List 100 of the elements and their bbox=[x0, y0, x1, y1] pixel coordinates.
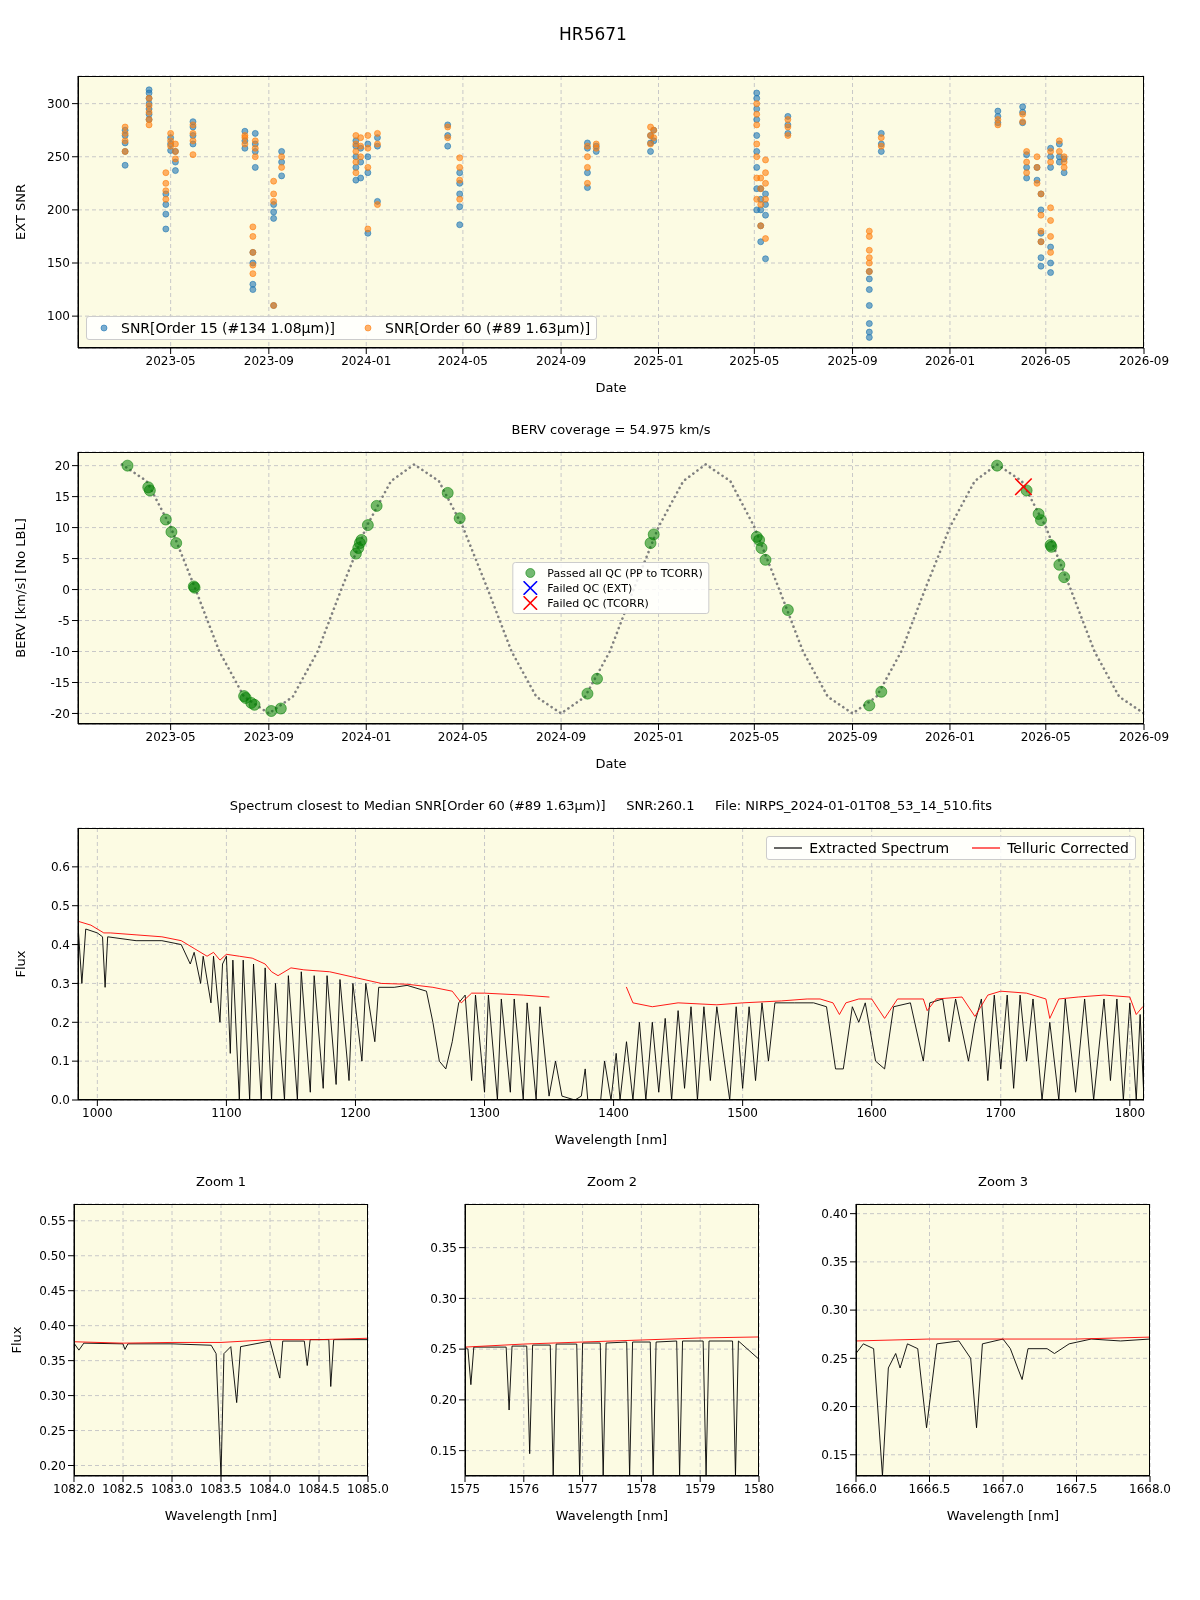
y-tick-label: 0.15 bbox=[430, 1443, 457, 1458]
x-axis-title: Wavelength [nm] bbox=[554, 1132, 668, 1147]
y-tick-label: 200 bbox=[47, 203, 70, 218]
chart-title: HR5671 bbox=[558, 23, 628, 46]
y-tick-label: 150 bbox=[47, 256, 70, 271]
y-tick-label: 10 bbox=[54, 520, 70, 535]
x-tick-label: 2026-05 bbox=[1020, 353, 1071, 368]
x-tick-label: 1082.5 bbox=[102, 1481, 144, 1496]
x-tick-label: 1000 bbox=[82, 1105, 113, 1120]
y-tick-label: 20 bbox=[54, 458, 70, 473]
y-tick-label: 300 bbox=[47, 96, 70, 111]
y-tick-label: 0.30 bbox=[430, 1291, 457, 1306]
y-tick-label: 0.20 bbox=[430, 1393, 457, 1408]
x-tick-label: 1500 bbox=[727, 1105, 758, 1120]
x-tick-label: 1666.5 bbox=[908, 1481, 951, 1496]
y-axis-title: Flux bbox=[8, 1326, 24, 1354]
y-tick-label: 0.40 bbox=[821, 1206, 848, 1221]
x-tick-label: 1668.0 bbox=[1129, 1481, 1171, 1496]
y-tick-label: 0.20 bbox=[821, 1399, 848, 1414]
y-axis-title: EXT SNR bbox=[12, 184, 28, 240]
x-tick-label: 1300 bbox=[469, 1105, 500, 1120]
x-axis-title: Date bbox=[595, 756, 627, 771]
x-axis-title: Date bbox=[595, 380, 627, 395]
x-tick-label: 1083.0 bbox=[151, 1481, 193, 1496]
legend-label: SNR[Order 60 (#89 1.63μm)] bbox=[385, 320, 591, 336]
x-tick-label: 1700 bbox=[985, 1105, 1017, 1120]
x-tick-label: 2024-09 bbox=[536, 729, 587, 744]
y-tick-label: 5 bbox=[62, 551, 70, 566]
x-axis-title: Wavelength [nm] bbox=[164, 1508, 278, 1523]
x-tick-label: 2025-09 bbox=[827, 729, 878, 744]
x-tick-label: 2025-05 bbox=[729, 353, 780, 368]
x-tick-label: 1083.5 bbox=[200, 1481, 242, 1496]
y-tick-label: 0.3 bbox=[50, 976, 70, 991]
x-tick-label: 2024-05 bbox=[437, 729, 488, 744]
y-axis-title: BERV [km/s] [No LBL] bbox=[12, 518, 28, 658]
x-tick-label: 1576 bbox=[508, 1481, 540, 1496]
y-tick-label: 0.15 bbox=[821, 1448, 848, 1463]
y-tick-label: 0.55 bbox=[39, 1214, 66, 1229]
y-tick-label: 0.45 bbox=[39, 1283, 66, 1298]
x-tick-label: 1667.5 bbox=[1055, 1481, 1098, 1496]
legend-label: SNR[Order 15 (#134 1.08μm)] bbox=[121, 320, 336, 336]
x-tick-label: 1666.0 bbox=[835, 1481, 877, 1496]
legend-label: Failed QC (EXT) bbox=[547, 581, 633, 595]
chart-title: Zoom 2 bbox=[586, 1174, 638, 1191]
x-tick-label: 2024-01 bbox=[341, 353, 392, 368]
x-tick-label: 2026-01 bbox=[924, 729, 976, 744]
x-tick-label: 1400 bbox=[598, 1105, 629, 1120]
y-tick-label: 0.4 bbox=[50, 937, 70, 952]
y-tick-label: 0.40 bbox=[39, 1318, 66, 1333]
legend-label: Passed all QC (PP to TCORR) bbox=[547, 566, 703, 580]
x-tick-label: 2025-09 bbox=[827, 353, 878, 368]
chart-title: BERV coverage = 54.975 km/s bbox=[510, 422, 712, 439]
x-tick-label: 1575 bbox=[449, 1481, 481, 1496]
x-tick-label: 1600 bbox=[856, 1105, 887, 1120]
x-tick-label: 1100 bbox=[211, 1105, 242, 1120]
y-tick-label: 0.1 bbox=[50, 1054, 70, 1069]
x-tick-label: 1578 bbox=[626, 1481, 657, 1496]
y-tick-label: 0.0 bbox=[50, 1093, 70, 1108]
y-tick-label: 0.30 bbox=[821, 1303, 848, 1318]
chart-title: Spectrum closest to Median SNR[Order 60 (#89 1.63μm)] SNR:260.1 File: NIRPS_2024-01-01T08_53_14_510.fits bbox=[228, 798, 994, 815]
x-tick-label: 1800 bbox=[1114, 1105, 1146, 1120]
y-tick-label: 250 bbox=[47, 150, 70, 165]
x-tick-label: 2024-05 bbox=[437, 353, 488, 368]
x-tick-label: 1084.0 bbox=[249, 1481, 291, 1496]
y-tick-label: 0.2 bbox=[50, 1015, 70, 1030]
legend-label: Failed QC (TCORR) bbox=[547, 596, 649, 610]
x-tick-label: 2025-05 bbox=[729, 729, 780, 744]
y-tick-label: -5 bbox=[58, 613, 70, 628]
x-tick-label: 1667.0 bbox=[982, 1481, 1024, 1496]
x-tick-label: 2023-05 bbox=[145, 729, 196, 744]
legend-label: Telluric Corrected bbox=[1007, 840, 1129, 856]
y-tick-label: 0.30 bbox=[39, 1388, 66, 1403]
chart-title: Zoom 3 bbox=[977, 1174, 1029, 1191]
y-tick-label: 0.20 bbox=[39, 1458, 66, 1473]
y-tick-label: 0.25 bbox=[821, 1351, 848, 1366]
y-tick-label: 0.6 bbox=[50, 860, 70, 875]
x-tick-label: 2025-01 bbox=[633, 729, 684, 744]
legend-label: Extracted Spectrum bbox=[809, 840, 950, 856]
y-tick-label: 0.25 bbox=[39, 1423, 66, 1438]
y-tick-label: 0.50 bbox=[39, 1249, 66, 1263]
y-tick-label: -10 bbox=[50, 644, 70, 659]
y-tick-label: 0 bbox=[62, 582, 70, 597]
y-tick-label: 15 bbox=[54, 489, 70, 504]
y-tick-label: 0.35 bbox=[39, 1353, 66, 1368]
x-tick-label: 2026-05 bbox=[1020, 729, 1071, 744]
y-tick-label: -15 bbox=[50, 675, 70, 690]
y-tick-label: 0.5 bbox=[50, 898, 70, 913]
x-tick-label: 2023-05 bbox=[145, 353, 196, 368]
x-tick-label: 1082.0 bbox=[53, 1481, 95, 1496]
y-tick-label: 0.35 bbox=[821, 1255, 848, 1270]
x-tick-label: 2026-01 bbox=[924, 353, 976, 368]
y-tick-label: 100 bbox=[47, 309, 70, 324]
chart-title: Zoom 1 bbox=[195, 1174, 247, 1191]
x-axis-title: Wavelength [nm] bbox=[555, 1508, 669, 1523]
x-tick-label: 2023-09 bbox=[243, 729, 294, 744]
y-tick-label: 0.25 bbox=[430, 1342, 457, 1357]
x-tick-label: 1085.0 bbox=[347, 1481, 389, 1496]
y-tick-label: 0.35 bbox=[430, 1240, 457, 1255]
x-tick-label: 1200 bbox=[340, 1105, 371, 1120]
x-tick-label: 2026-09 bbox=[1118, 729, 1170, 744]
